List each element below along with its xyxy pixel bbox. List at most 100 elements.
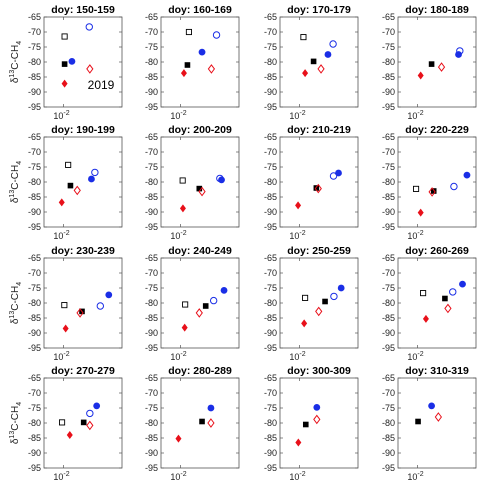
panel-title: doy: 160-169 (168, 4, 232, 16)
point-open-circle (86, 409, 94, 418)
panel-title: doy: 190-199 (51, 124, 115, 136)
y-tick-label: -90 (382, 328, 395, 338)
y-tick-label: -90 (145, 448, 158, 458)
point-filled-diamond (295, 201, 302, 210)
point-filled-circle (428, 402, 435, 410)
y-axis-label: δ13C-CH4 (9, 402, 23, 444)
y-tick-label: -65 (264, 373, 277, 383)
y-tick-label: -70 (145, 388, 158, 398)
point-filled-square (428, 61, 435, 67)
y-tick-label: -85 (382, 313, 395, 323)
y-tick-label: -65 (382, 253, 395, 263)
point-filled-diamond (58, 198, 65, 207)
y-tick-label: -70 (145, 27, 158, 37)
point-open-square (61, 302, 68, 309)
y-tick-label: -85 (28, 72, 41, 82)
y-tick-label: -80 (264, 298, 277, 308)
point-filled-square (310, 58, 317, 65)
point-filled-circle (455, 51, 462, 58)
y-tick-label: -80 (28, 177, 41, 187)
point-open-circle (449, 288, 457, 296)
y-tick-label: -80 (264, 177, 277, 187)
y-tick-label: -90 (145, 328, 158, 338)
y-tick-label: -90 (382, 207, 395, 217)
point-open-diamond (315, 306, 323, 317)
axes-frame (397, 136, 477, 228)
point-open-circle (96, 302, 105, 310)
panel-150-159: doy: 150-159 -95 -90 -85 -80 -75 -70 -65 10-2 201… (9, 4, 123, 121)
point-filled-circle (68, 58, 76, 65)
y-tick-label: -95 (28, 343, 41, 353)
point-filled-square (430, 188, 437, 194)
panel-title: doy: 310-319 (405, 365, 469, 377)
y-tick-label: -95 (264, 102, 277, 112)
point-filled-circle (220, 287, 228, 294)
y-tick-label: -70 (382, 268, 395, 278)
y-tick-label: -70 (264, 147, 277, 157)
y-tick-label: -95 (145, 463, 158, 473)
y-tick-label: -70 (382, 388, 395, 398)
point-filled-circle (459, 280, 466, 288)
point-filled-circle (337, 284, 345, 292)
y-tick-label: -85 (145, 433, 158, 443)
point-open-diamond (313, 414, 321, 425)
point-open-circle (456, 47, 464, 55)
y-axis-label: δ13C-CH4 (9, 41, 23, 83)
y-tick-label: -65 (28, 373, 41, 383)
y-tick-label: -85 (264, 313, 277, 323)
panel-title: doy: 220-229 (405, 124, 469, 136)
panel-310-319: doy: 310-319-95-90-85-80-75-70-6510-2FCH… (382, 365, 477, 482)
panel-title: doy: 250-259 (287, 245, 351, 257)
panel-210-219: doy: 210-219 -95 -90 -85 -80 -75 -70 -65 10-2 (264, 124, 359, 241)
y-tick-label: -70 (382, 147, 395, 157)
point-filled-circle (88, 175, 95, 183)
point-filled-circle (463, 171, 471, 179)
axes-frame (279, 16, 359, 108)
point-filled-square (67, 182, 74, 189)
panel-title: doy: 210-219 (287, 124, 351, 136)
panel-300-309: doy: 300-309-95-90-85-80-75-70-6510-2FCH… (264, 365, 359, 482)
y-tick-label: -95 (264, 222, 277, 232)
point-open-square (59, 419, 66, 426)
y-tick-label: -90 (382, 87, 395, 97)
panel-250-259: doy: 250-259 -95 -90 -85 -80 -75 -70 -65 10-2 (264, 245, 359, 362)
y-tick-label: -80 (28, 418, 41, 428)
panel-160-169: doy: 160-169 -95 -90 -85 -80 -75 -70 -65 10-2 (145, 4, 240, 121)
point-filled-diamond (295, 438, 302, 447)
panel-270-279: doy: 270-279 -95 -90 -85 -80 -75 -70 -65 10-2 δ13… (9, 365, 123, 482)
x-tick-label: 10-2 (53, 230, 69, 241)
y-tick-label: -65 (145, 253, 158, 263)
point-open-circle (91, 168, 99, 177)
point-open-square (302, 294, 309, 301)
point-filled-diamond (181, 323, 188, 332)
point-open-diamond (86, 420, 94, 431)
y-tick-label: -85 (145, 72, 158, 82)
y-tick-label: -85 (264, 192, 277, 202)
y-tick-label: -75 (28, 42, 41, 52)
y-tick-label: -90 (28, 87, 41, 97)
y-tick-label: -95 (28, 463, 41, 473)
point-open-circle (329, 172, 338, 180)
panel-title: doy: 280-289 (168, 365, 232, 377)
point-filled-circle (93, 402, 101, 410)
y-tick-label: -70 (28, 388, 41, 398)
panel-170-179: doy: 170-179 -95 -90 -85 -80 -75 -70 -65 10-2 (264, 4, 359, 121)
y-tick-label: -90 (28, 328, 41, 338)
point-open-diamond (198, 186, 206, 197)
y-tick-label: -80 (145, 177, 158, 187)
y-tick-label: -70 (28, 147, 41, 157)
panel-title: doy: 170-179 (287, 4, 351, 16)
panel-220-229: doy: 220-229 -95 -90 -85 -80 -75 -70 -65 10-2 (382, 124, 477, 241)
point-open-diamond (207, 64, 216, 74)
y-tick-label: -80 (264, 418, 277, 428)
axes-frame (160, 136, 240, 228)
panel-200-209: doy: 200-209 -95 -90 -85 -80 -75 -70 -65 10-2 (145, 124, 240, 241)
panel-230-239: doy: 230-239 -95 -90 -85 -80 -75 -70 -65 10-2 δ13… (9, 245, 123, 362)
point-filled-diamond (417, 71, 424, 80)
point-filled-diamond (175, 434, 182, 443)
y-tick-label: -95 (28, 222, 41, 232)
panel-280-289: doy: 280-289-95-90-85-80-75-70-6510-2FCH… (145, 365, 240, 482)
point-open-square (179, 177, 186, 184)
x-tick-label: 10-2 (53, 110, 69, 121)
